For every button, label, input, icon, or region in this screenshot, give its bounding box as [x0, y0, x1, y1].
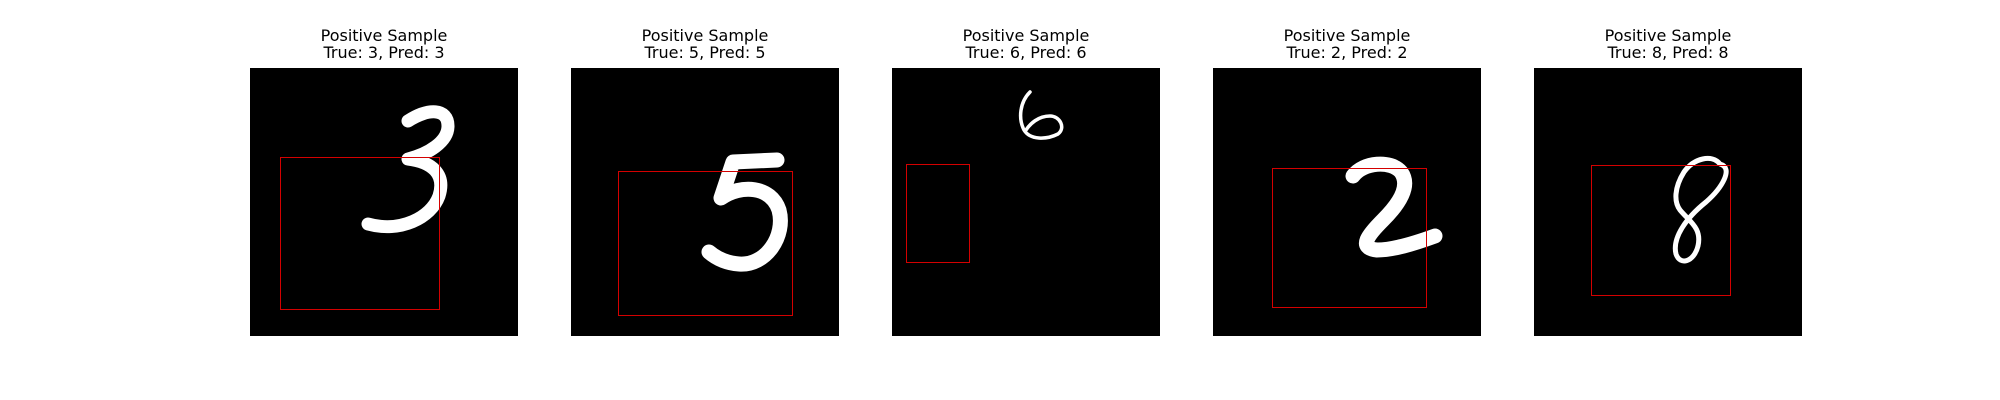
- panel-label: True: 2, Pred: 2: [1286, 43, 1408, 62]
- bounding-box: [1591, 165, 1731, 296]
- digit-3-stroke: [361, 105, 455, 234]
- panel-heading: Positive Sample: [1283, 26, 1411, 45]
- digit-image: [892, 68, 1160, 336]
- panel-title: Positive Sample True: 2, Pred: 2: [1173, 27, 1521, 61]
- panel-title: Positive Sample True: 5, Pred: 5: [531, 27, 879, 61]
- panel-title: Positive Sample True: 6, Pred: 6: [852, 27, 1200, 61]
- panel-label: True: 5, Pred: 5: [644, 43, 766, 62]
- bounding-box: [906, 164, 970, 263]
- digit-image: [1213, 68, 1481, 336]
- sample-panel-4: Positive Sample True: 2, Pred: 2: [1213, 0, 1481, 340]
- digit-2-stroke: [1345, 156, 1443, 258]
- panel-heading: Positive Sample: [320, 26, 448, 45]
- digit-image: [571, 68, 839, 336]
- sample-panel-5: Positive Sample True: 8, Pred: 8: [1534, 0, 1802, 340]
- panel-heading: Positive Sample: [1604, 26, 1732, 45]
- sample-panel-1: Positive Sample True: 3, Pred: 3: [250, 0, 518, 340]
- digit-image: [250, 68, 518, 336]
- digit-image: [1534, 68, 1802, 336]
- bounding-box: [280, 157, 440, 310]
- digit-5-stroke: [701, 152, 788, 272]
- digit-8-stroke: [1672, 155, 1729, 264]
- sample-panel-3: Positive Sample True: 6, Pred: 6: [892, 0, 1160, 340]
- bounding-box: [618, 171, 793, 316]
- sample-panel-2: Positive Sample True: 5, Pred: 5: [571, 0, 839, 340]
- panel-label: True: 3, Pred: 3: [323, 43, 445, 62]
- panel-label: True: 8, Pred: 8: [1607, 43, 1729, 62]
- panel-label: True: 6, Pred: 6: [965, 43, 1087, 62]
- panel-title: Positive Sample True: 8, Pred: 8: [1494, 27, 1842, 61]
- panel-heading: Positive Sample: [962, 26, 1090, 45]
- bounding-box: [1272, 168, 1427, 308]
- digit-6-stroke: [1018, 90, 1064, 140]
- panel-title: Positive Sample True: 3, Pred: 3: [210, 27, 558, 61]
- panel-heading: Positive Sample: [641, 26, 769, 45]
